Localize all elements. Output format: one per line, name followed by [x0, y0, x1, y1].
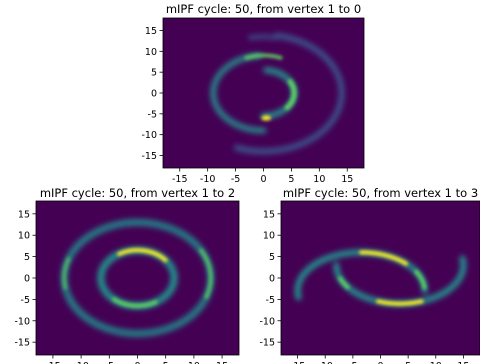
x-tick-label: -15: [45, 361, 61, 364]
density-band: [284, 79, 297, 111]
x-tick-label: 0: [377, 361, 383, 364]
y-tick-label: 0: [151, 89, 157, 100]
y-tick-label: 0: [269, 274, 275, 285]
x-tick-label: -15: [290, 361, 306, 364]
x-tick-label: -5: [105, 361, 114, 364]
density-band: [338, 276, 350, 290]
y-tick-label: 5: [269, 252, 275, 263]
density-layer: [210, 32, 345, 155]
y-tick-label: -15: [14, 338, 30, 349]
x-tick-label: -10: [200, 174, 216, 185]
density-band: [111, 297, 158, 308]
y-tick-label: 15: [263, 209, 275, 220]
density-band: [359, 250, 409, 266]
y-tick-label: 15: [145, 26, 157, 37]
density-band: [247, 34, 280, 41]
heatmap-background: [163, 18, 364, 168]
y-tick-label: -10: [141, 130, 157, 141]
y-tick-label: 0: [24, 274, 30, 285]
x-tick-label: -10: [73, 361, 89, 364]
density-layer: [60, 218, 215, 338]
heatmap-background: [281, 201, 480, 355]
y-tick-label: 15: [18, 209, 30, 220]
x-tick-label: -5: [231, 174, 240, 185]
y-tick-label: -5: [21, 295, 30, 306]
heatmap-panel-0: mIPF cycle: 50, from vertex 1 to 0 15 10 5 0…: [141, 2, 365, 185]
chart-title: mIPF cycle: 50, from vertex 1 to 2: [40, 186, 235, 200]
chart-title: mIPF cycle: 50, from vertex 1 to 3: [283, 186, 478, 200]
x-tick-label: 5: [288, 174, 294, 185]
y-tick-label: 5: [151, 68, 157, 79]
y-tick-label: 5: [24, 252, 30, 263]
density-band: [117, 248, 168, 263]
y-tick-label: 10: [145, 47, 157, 58]
y-tick-label: -15: [259, 338, 275, 349]
x-tick-label: 15: [216, 361, 228, 364]
density-band: [198, 248, 213, 300]
density-peak: [261, 115, 272, 121]
y-tick-label: -10: [14, 316, 30, 327]
density-band: [376, 299, 424, 306]
chart-title: mIPF cycle: 50, from vertex 1 to 0: [166, 2, 361, 16]
density-band: [414, 269, 427, 290]
y-tick-label: -5: [266, 295, 275, 306]
y-tick-label: 10: [263, 231, 275, 242]
x-tick-label: -5: [348, 361, 357, 364]
heatmap-panel-2: mIPF cycle: 50, from vertex 1 to 3 15 10 5 0…: [259, 186, 480, 364]
x-tick-label: 0: [260, 174, 266, 185]
heatmap-background: [36, 201, 239, 355]
density-band: [233, 32, 345, 155]
x-tick-label: 15: [457, 361, 469, 364]
x-tick-label: -10: [317, 361, 333, 364]
density-band: [210, 52, 267, 134]
y-tick-label: -5: [148, 109, 157, 120]
y-tick-label: -10: [259, 316, 275, 327]
x-tick-label: 10: [188, 361, 200, 364]
x-tick-label: 15: [341, 174, 353, 185]
heatmap-panel-1: mIPF cycle: 50, from vertex 1 to 2 15 10 5 0…: [14, 186, 240, 364]
x-tick-label: 10: [313, 174, 325, 185]
density-layer: [294, 249, 467, 307]
x-tick-label: 5: [163, 361, 169, 364]
x-tick-label: 10: [430, 361, 442, 364]
x-tick-label: 0: [134, 361, 140, 364]
y-tick-label: -15: [141, 151, 157, 162]
y-tick-label: 10: [18, 231, 30, 242]
density-band: [244, 53, 283, 60]
x-tick-label: 5: [405, 361, 411, 364]
x-tick-label: -15: [172, 174, 188, 185]
density-band: [62, 256, 71, 290]
